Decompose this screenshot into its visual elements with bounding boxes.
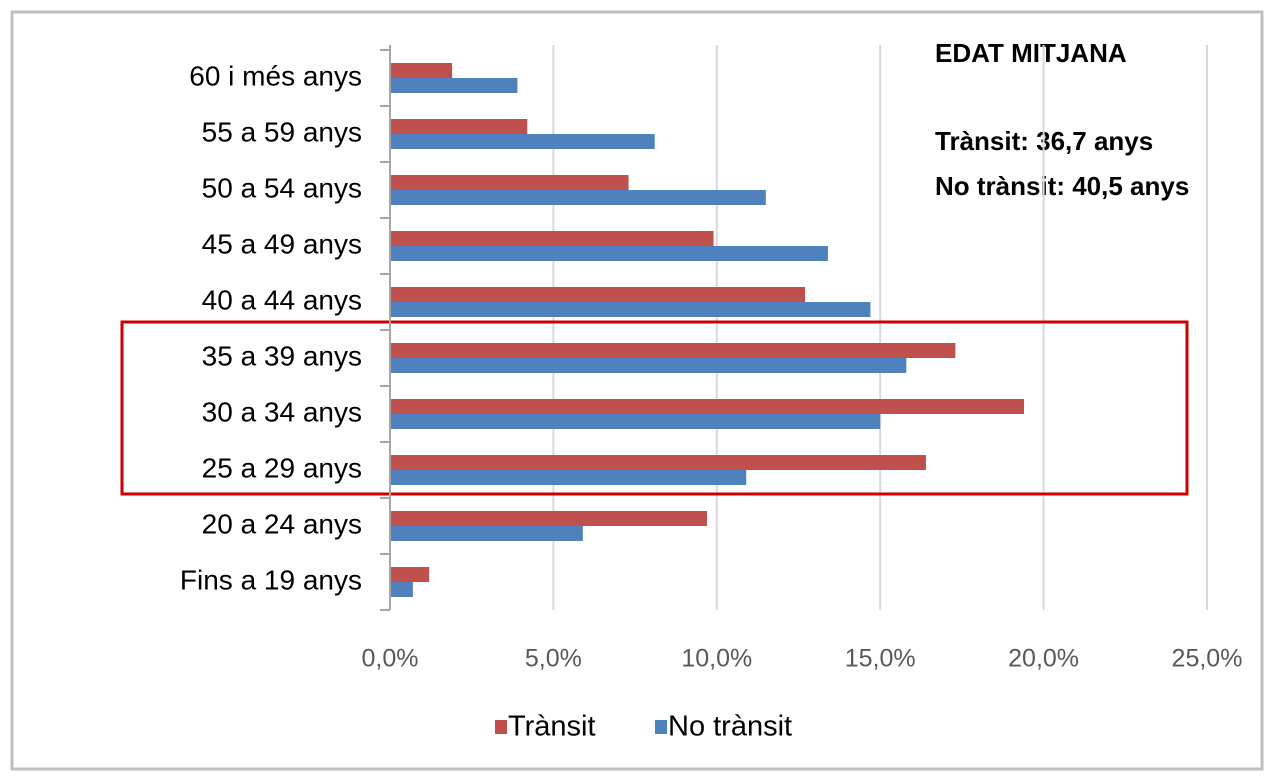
- bar: [390, 343, 956, 358]
- y-tick-label: 35 a 39 anys: [202, 340, 362, 371]
- bar: [390, 414, 881, 429]
- bar: [390, 358, 907, 373]
- x-tick-label: 5,0%: [525, 645, 582, 673]
- bar: [390, 175, 629, 190]
- bar: [390, 63, 453, 78]
- y-tick-label: 45 a 49 anys: [202, 228, 362, 259]
- y-tick-label: 55 a 59 anys: [202, 116, 362, 147]
- bar: [390, 399, 1024, 414]
- highlight-box: [120, 320, 1189, 496]
- x-tick-label: 20,0%: [1008, 645, 1079, 673]
- annotation-title: EDAT MITJANA: [935, 38, 1127, 68]
- legend-swatch: [655, 720, 667, 734]
- bar: [390, 567, 430, 582]
- bar: [390, 302, 871, 317]
- y-tick-label: 25 a 29 anys: [202, 452, 362, 483]
- bar: [390, 119, 528, 134]
- y-tick-label: Fins a 19 anys: [180, 564, 362, 595]
- legend-label: No trànsit: [668, 711, 792, 743]
- y-tick-label: 60 i més anys: [189, 60, 362, 91]
- bar: [390, 78, 518, 93]
- bar: [390, 287, 806, 302]
- bar: [390, 231, 714, 246]
- y-tick-label: 20 a 24 anys: [202, 508, 362, 539]
- x-tick-label: 25,0%: [1172, 645, 1243, 673]
- x-tick-label: 0,0%: [362, 645, 419, 673]
- y-tick-label: 50 a 54 anys: [202, 172, 362, 203]
- bar: [390, 455, 926, 470]
- y-tick-label: 40 a 44 anys: [202, 284, 362, 315]
- bar: [390, 190, 766, 205]
- bar: [390, 134, 655, 149]
- x-tick-label: 15,0%: [845, 645, 916, 673]
- legend-label: Trànsit: [508, 711, 596, 743]
- bar: [390, 470, 747, 485]
- annotation: No trànsit: 40,5 anys: [935, 171, 1189, 201]
- bar: [390, 511, 707, 526]
- bar: [390, 246, 828, 261]
- x-tick-label: 10,0%: [681, 645, 752, 673]
- bar: [390, 526, 583, 541]
- bar: [390, 582, 413, 597]
- y-tick-label: 30 a 34 anys: [202, 396, 362, 427]
- legend-swatch: [495, 720, 507, 734]
